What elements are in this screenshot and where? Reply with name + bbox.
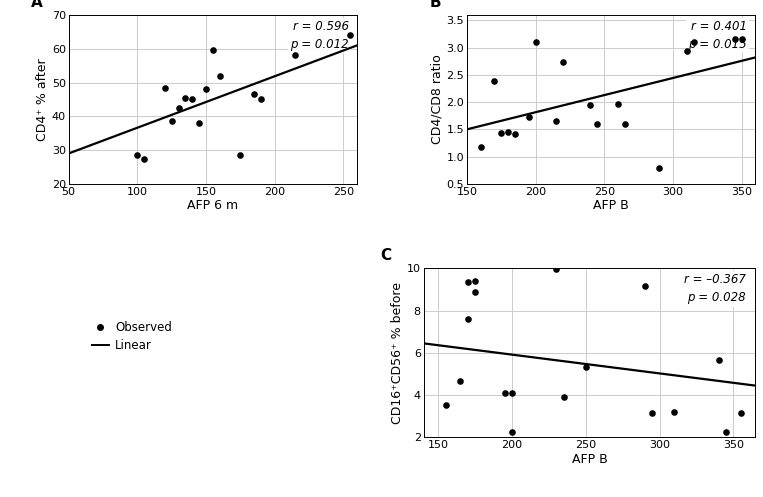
X-axis label: AFP 6 m: AFP 6 m xyxy=(188,199,239,212)
Point xyxy=(248,90,260,98)
Point xyxy=(523,113,535,121)
Y-axis label: CD4⁺ % after: CD4⁺ % after xyxy=(36,58,49,141)
Point xyxy=(668,408,681,416)
Text: A: A xyxy=(31,0,43,10)
Point xyxy=(186,95,198,103)
Point xyxy=(200,85,212,93)
Point xyxy=(502,128,514,136)
Point xyxy=(255,95,267,103)
Text: B: B xyxy=(430,0,441,10)
X-axis label: AFP B: AFP B xyxy=(571,453,607,466)
Point xyxy=(138,155,150,163)
Point xyxy=(131,151,143,159)
Point xyxy=(498,389,510,397)
Point xyxy=(159,83,171,91)
Point xyxy=(558,393,570,401)
Point xyxy=(639,282,651,290)
Text: r = –0.367
p = 0.028: r = –0.367 p = 0.028 xyxy=(684,273,745,305)
Point xyxy=(735,409,747,417)
Point xyxy=(612,100,624,108)
Point xyxy=(469,277,481,285)
Y-axis label: CD16⁺CD56⁺ % before: CD16⁺CD56⁺ % before xyxy=(391,282,404,424)
Point xyxy=(687,38,700,46)
Point xyxy=(580,363,592,371)
Point xyxy=(653,164,665,171)
Point xyxy=(439,401,452,409)
Point xyxy=(729,35,741,43)
Point xyxy=(214,72,226,80)
Point xyxy=(584,101,597,109)
Point xyxy=(550,117,562,125)
Point xyxy=(462,315,474,323)
Point xyxy=(681,47,693,55)
Point xyxy=(646,409,658,417)
Point xyxy=(475,144,487,152)
Point xyxy=(495,129,507,137)
Point xyxy=(454,377,466,385)
Legend: Observed, Linear: Observed, Linear xyxy=(87,317,177,357)
Point xyxy=(736,35,748,43)
X-axis label: AFP B: AFP B xyxy=(593,199,629,212)
Point xyxy=(234,151,246,159)
Point xyxy=(619,120,631,128)
Text: r = 0.596
p = 0.012: r = 0.596 p = 0.012 xyxy=(290,20,349,51)
Point xyxy=(713,356,725,364)
Point xyxy=(557,58,569,66)
Point xyxy=(488,77,501,85)
Point xyxy=(506,428,518,436)
Text: r = 0.401
p = 0.015: r = 0.401 p = 0.015 xyxy=(688,20,747,51)
Point xyxy=(179,94,192,102)
Point xyxy=(530,38,542,46)
Point xyxy=(550,265,562,273)
Point xyxy=(344,31,356,39)
Point xyxy=(720,428,732,436)
Point xyxy=(509,130,521,138)
Point xyxy=(462,278,474,286)
Point xyxy=(591,120,604,128)
Y-axis label: CD4/CD8 ratio: CD4/CD8 ratio xyxy=(430,55,443,144)
Point xyxy=(172,104,185,112)
Point xyxy=(207,46,219,54)
Text: C: C xyxy=(381,248,391,263)
Point xyxy=(193,119,205,127)
Point xyxy=(166,117,178,125)
Point xyxy=(469,288,481,296)
Point xyxy=(506,389,518,397)
Point xyxy=(289,52,301,60)
